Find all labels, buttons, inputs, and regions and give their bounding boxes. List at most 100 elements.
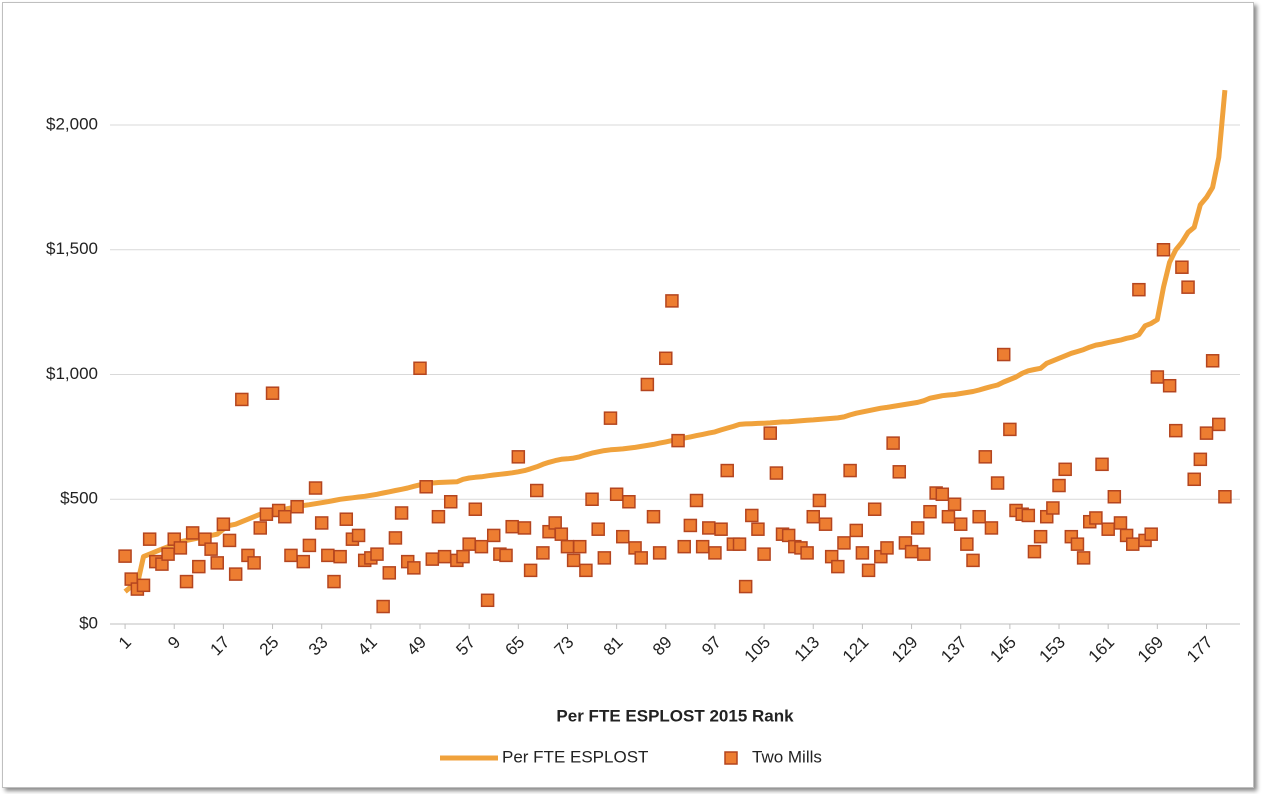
scatter-point xyxy=(904,544,919,559)
scatter-point xyxy=(1021,508,1036,523)
x-tick-label: 65 xyxy=(502,633,529,660)
scatter-point xyxy=(1027,544,1042,559)
scatter-point xyxy=(665,294,679,308)
scatter-point xyxy=(1126,537,1140,551)
scatter-point xyxy=(800,546,814,560)
x-tick-label: 57 xyxy=(452,633,479,660)
scatter-point xyxy=(745,508,759,523)
scatter-point xyxy=(536,546,550,560)
x-tick-label: 33 xyxy=(305,633,332,660)
scatter-point xyxy=(425,552,440,566)
scatter-point xyxy=(1052,478,1066,493)
scatter-point xyxy=(996,347,1011,362)
scatter-point xyxy=(585,492,599,506)
scatter-point xyxy=(579,563,593,578)
scatter-point xyxy=(1101,522,1115,536)
scatter-point xyxy=(462,537,476,551)
scatter-point xyxy=(1156,243,1171,257)
x-tick-label: 97 xyxy=(698,633,725,660)
scatter-point xyxy=(308,481,323,495)
scatter-point xyxy=(173,541,188,555)
scatter-point xyxy=(738,579,753,594)
legend-label: Per FTE ESPLOST xyxy=(502,747,648,766)
scatter-point xyxy=(1187,472,1201,487)
x-tick-label: 145 xyxy=(986,633,1019,666)
scatter-point xyxy=(843,463,857,478)
scatter-point xyxy=(990,476,1005,490)
y-tick-label: $1,000 xyxy=(46,364,98,383)
scatter-point xyxy=(437,549,452,564)
scatter-point xyxy=(376,599,390,614)
scatter-point xyxy=(161,547,175,561)
scatter-point xyxy=(1058,462,1072,477)
scatter-point xyxy=(1144,527,1158,541)
scatter-point xyxy=(419,480,433,494)
scatter-point xyxy=(1046,501,1060,515)
scatter-point xyxy=(554,527,569,541)
scatter-point xyxy=(327,574,341,589)
scatter-point xyxy=(265,386,280,400)
scatter-point xyxy=(683,518,698,533)
scatter-point xyxy=(530,483,544,498)
scatter-point xyxy=(695,539,710,554)
scatter-point xyxy=(235,392,249,407)
scatter-point xyxy=(603,411,618,425)
x-tick-label: 41 xyxy=(354,633,381,660)
scatter-point xyxy=(640,377,655,392)
x-tick-label: 9 xyxy=(164,633,184,653)
x-tick-label: 49 xyxy=(403,633,430,660)
legend-swatch xyxy=(724,751,738,765)
scatter-point xyxy=(333,549,347,564)
x-tick-label: 121 xyxy=(839,633,872,666)
scatter-point xyxy=(296,554,311,569)
scatter-point xyxy=(935,487,950,502)
scatter-point xyxy=(474,539,489,554)
scatter-point xyxy=(634,551,648,565)
scatter-point xyxy=(321,548,335,563)
x-tick-label: 89 xyxy=(649,633,676,660)
scatter-point xyxy=(339,512,354,526)
scatter-point xyxy=(1095,457,1109,472)
scatter-point xyxy=(253,521,267,535)
scatter-point xyxy=(1003,422,1017,437)
x-tick-label: 161 xyxy=(1085,633,1118,666)
scatter-point xyxy=(849,523,864,538)
scatter-point xyxy=(659,351,673,366)
scatter-point xyxy=(443,494,458,509)
scatter-point xyxy=(370,547,384,561)
x-tick-label: 177 xyxy=(1183,633,1216,666)
scatter-point xyxy=(880,541,894,555)
scatter-point xyxy=(702,521,716,535)
scatter-point xyxy=(960,537,974,551)
scatter-point xyxy=(714,522,728,536)
scatter-point xyxy=(259,507,274,521)
scatter-point xyxy=(763,426,777,440)
scatter-point xyxy=(597,551,612,565)
scatter-point xyxy=(456,549,470,564)
scatter-point xyxy=(1193,452,1208,467)
x-tick-label: 129 xyxy=(888,633,921,666)
scatter-point xyxy=(1070,537,1085,551)
scatter-point xyxy=(947,497,962,511)
y-tick-label: $2,000 xyxy=(46,114,98,133)
y-tick-label: $1,500 xyxy=(46,239,98,258)
y-tick-label: $500 xyxy=(60,489,98,508)
scatter-point xyxy=(966,553,980,568)
scatter-point xyxy=(548,516,562,530)
scatter-point xyxy=(751,522,765,536)
x-tick-label: 137 xyxy=(937,633,970,666)
scatter-point xyxy=(708,546,722,560)
scatter-point xyxy=(781,528,796,543)
scatter-point xyxy=(1212,417,1226,432)
x-axis-title: Per FTE ESPLOST 2015 Rank xyxy=(556,706,794,725)
scatter-point xyxy=(616,529,630,544)
scatter-point xyxy=(228,567,243,581)
scatter-point xyxy=(972,509,986,524)
x-tick-label: 1 xyxy=(115,633,135,653)
scatter-point xyxy=(812,493,827,508)
scatter-point xyxy=(1089,511,1103,525)
scatter-point xyxy=(1113,516,1128,530)
scatter-point xyxy=(136,578,151,593)
scatter-point xyxy=(247,556,261,570)
